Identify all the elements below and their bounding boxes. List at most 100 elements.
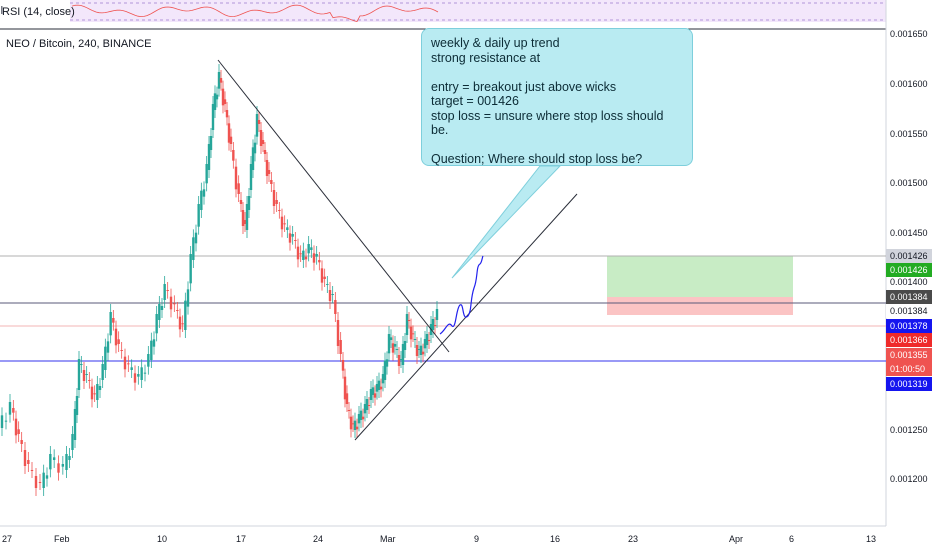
candle-body	[176, 310, 179, 311]
date-label-0: 27	[2, 534, 13, 544]
drag-handle-icon[interactable]	[0, 4, 8, 16]
candle-body	[326, 284, 329, 285]
candle-body	[232, 150, 235, 161]
candle-body	[215, 94, 219, 100]
date-label-7: 16	[550, 534, 561, 544]
candle-body	[245, 204, 249, 230]
symbol-title[interactable]: NEO / Bitcoin, 240, BINANCE	[6, 38, 152, 50]
candle-body	[14, 418, 18, 436]
candle-body	[123, 356, 127, 370]
projection-path[interactable]	[439, 255, 484, 335]
price-label-1: 0.001600	[890, 79, 928, 89]
candle-body	[265, 160, 269, 176]
candle-body	[302, 250, 305, 260]
candle-body	[375, 384, 379, 392]
candle-body	[249, 164, 253, 190]
candle-body	[166, 290, 169, 291]
candle-body	[160, 306, 164, 310]
candle-body	[278, 210, 281, 211]
candle-body	[259, 130, 263, 146]
candle-body	[373, 393, 377, 398]
candle-body	[219, 78, 223, 83]
candle-body	[88, 380, 91, 381]
candle-body	[377, 380, 381, 390]
price-label-4: 0.001450	[890, 228, 928, 238]
candle-body	[243, 220, 247, 224]
rsi-band	[70, 0, 886, 22]
candle-body	[49, 454, 52, 470]
candle-body	[96, 384, 99, 400]
candle-body	[387, 334, 391, 354]
candle-body	[38, 482, 42, 483]
candle-body	[173, 303, 176, 305]
candle-body	[280, 216, 284, 230]
candle-body	[351, 423, 355, 425]
candle-body	[133, 373, 137, 383]
candle-body	[20, 440, 23, 444]
candle-body	[207, 144, 211, 170]
price-tag-last: 0.001355	[886, 348, 932, 362]
candle-body	[106, 341, 110, 353]
note-pointer	[451, 165, 562, 279]
candle-body	[425, 334, 429, 345]
candle-body	[307, 244, 310, 254]
candle-body	[270, 180, 273, 184]
candle-body	[140, 367, 143, 380]
candle-body	[328, 290, 332, 301]
stop-zone[interactable]	[607, 297, 793, 315]
candle-body	[127, 363, 130, 365]
candle-body	[415, 345, 419, 356]
candle-body	[202, 189, 206, 197]
candle-body	[347, 410, 351, 411]
candle-body	[361, 416, 365, 420]
price-label-0: 0.001650	[890, 29, 928, 39]
candle-body	[117, 339, 120, 344]
candle-body	[318, 260, 321, 263]
descending-trendline[interactable]	[217, 59, 450, 353]
candle-body	[320, 268, 324, 283]
candle-body	[65, 454, 68, 470]
countdown-tag: 01:00:50	[886, 362, 932, 376]
candle-body	[365, 399, 369, 410]
candle-body	[90, 386, 94, 400]
price-label-2: 0.001550	[890, 129, 928, 139]
candle-body	[82, 370, 86, 381]
candle-body	[189, 254, 192, 284]
candle-body	[27, 460, 30, 464]
candle-body	[296, 246, 300, 260]
candle-body	[73, 409, 77, 440]
date-label-2: 10	[157, 534, 168, 544]
price-tag-entry: 0.001384	[886, 304, 932, 318]
candle-body	[211, 104, 215, 130]
candle-body	[383, 360, 387, 380]
date-label-5: Mar	[380, 534, 396, 544]
candle-body	[359, 410, 363, 420]
candle-body	[101, 364, 104, 380]
candle-body	[399, 359, 403, 360]
candle-body	[181, 323, 184, 325]
trade-note[interactable]: weekly & daily up trend strong resistanc…	[421, 28, 693, 166]
candle-body	[343, 376, 347, 400]
candle-body	[227, 123, 231, 143]
candle-body	[234, 166, 238, 190]
candle-body	[286, 227, 289, 230]
candle-body	[71, 434, 74, 450]
candle-body	[261, 140, 265, 144]
candles	[0, 64, 439, 496]
candle-body	[371, 387, 375, 395]
candle-body	[310, 247, 313, 250]
candle-body	[98, 386, 102, 390]
candle-body	[409, 326, 413, 340]
candle-body	[221, 88, 225, 106]
candle-body	[288, 233, 292, 243]
candle-body	[355, 426, 359, 430]
target-zone[interactable]	[607, 256, 793, 297]
price-tag-target: 0.001426	[886, 263, 932, 277]
candle-body	[419, 345, 423, 355]
rsi-title[interactable]: RSI (14, close)	[2, 6, 75, 18]
candle-body	[178, 316, 182, 330]
candle-body	[109, 312, 112, 336]
candle-body	[304, 256, 308, 260]
candle-body	[315, 254, 318, 257]
